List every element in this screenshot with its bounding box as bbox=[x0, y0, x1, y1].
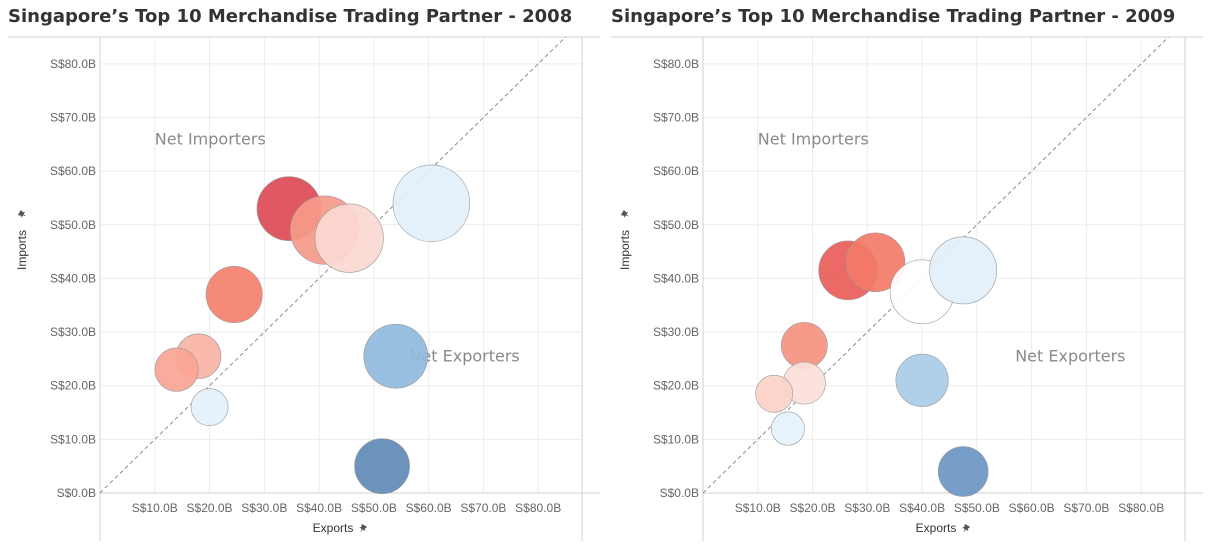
x-tick-label: S$30.0B bbox=[241, 501, 287, 515]
bubble-chart-2008[interactable]: Net Importers Net Exporters S$0.0B S$10.0B S… bbox=[0, 0, 600, 559]
x-tick-label: S$80.0B bbox=[1118, 501, 1164, 515]
y-tick-label: S$20.0B bbox=[653, 379, 699, 393]
bubble-point[interactable] bbox=[755, 374, 794, 413]
bubble-point[interactable] bbox=[205, 266, 263, 323]
bubble-point[interactable] bbox=[154, 347, 199, 392]
x-tick-label: S$70.0B bbox=[1063, 501, 1109, 515]
bubble-point[interactable] bbox=[190, 388, 229, 427]
x-tick-label: S$20.0B bbox=[187, 501, 233, 515]
bubble-point[interactable] bbox=[392, 164, 471, 243]
chart-title-2009: Singapore’s Top 10 Merchandise Trading P… bbox=[611, 6, 1176, 27]
y-tick-label: S$60.0B bbox=[653, 164, 699, 178]
y-tick-label: S$10.0B bbox=[653, 432, 699, 446]
y-tick-label: S$80.0B bbox=[50, 57, 96, 71]
chart-title-2008: Singapore’s Top 10 Merchandise Trading P… bbox=[8, 6, 573, 27]
y-tick-label: S$60.0B bbox=[50, 164, 96, 178]
bubble-point[interactable] bbox=[354, 438, 410, 494]
bubble-point[interactable] bbox=[895, 353, 949, 407]
x-axis-title: Exports bbox=[916, 521, 957, 535]
y-tick-label: S$50.0B bbox=[50, 218, 96, 232]
region-label: Net Exporters bbox=[1015, 347, 1125, 366]
region-label: Net Importers bbox=[155, 129, 266, 148]
y-tick-label: S$10.0B bbox=[50, 432, 96, 446]
pin-icon bbox=[17, 209, 27, 218]
pin-icon bbox=[359, 523, 368, 533]
y-axis-title: Imports bbox=[15, 230, 29, 270]
x-tick-label: S$10.0B bbox=[132, 501, 178, 515]
x-axis-title: Exports bbox=[313, 521, 354, 535]
region-label: Net Importers bbox=[758, 129, 869, 148]
x-tick-label: S$60.0B bbox=[1009, 501, 1055, 515]
bubble-chart-2009[interactable]: Net Importers Net Exporters S$0.0B S$10.0B S… bbox=[603, 0, 1211, 559]
y-tick-label: S$30.0B bbox=[653, 325, 699, 339]
pin-icon bbox=[962, 523, 971, 533]
y-tick-label: S$70.0B bbox=[50, 110, 96, 124]
x-tick-label: S$70.0B bbox=[460, 501, 506, 515]
x-tick-label: S$60.0B bbox=[406, 501, 452, 515]
bubbles bbox=[755, 232, 998, 497]
bubble-point[interactable] bbox=[929, 236, 998, 305]
bubble-point[interactable] bbox=[780, 322, 828, 369]
y-tick-label: S$40.0B bbox=[653, 271, 699, 285]
y-axis-title: Imports bbox=[618, 230, 632, 270]
x-tick-label: S$20.0B bbox=[790, 501, 836, 515]
y-tick-label: S$70.0B bbox=[653, 110, 699, 124]
chart-panel-2008: Singapore’s Top 10 Merchandise Trading P… bbox=[0, 0, 600, 559]
bubble-point[interactable] bbox=[937, 446, 989, 497]
x-tick-label: S$40.0B bbox=[296, 501, 342, 515]
x-tick-label: S$30.0B bbox=[844, 501, 890, 515]
bubble-point[interactable] bbox=[363, 323, 429, 389]
panel-divider bbox=[600, 0, 603, 559]
bubble-point[interactable] bbox=[770, 411, 805, 446]
bubbles bbox=[154, 164, 471, 494]
region-label: Net Exporters bbox=[409, 347, 519, 366]
pin-icon bbox=[620, 209, 630, 218]
x-tick-label: S$50.0B bbox=[954, 501, 1000, 515]
x-tick-label: S$40.0B bbox=[899, 501, 945, 515]
y-tick-label: S$50.0B bbox=[653, 218, 699, 232]
y-tick-label: S$30.0B bbox=[50, 325, 96, 339]
y-tick-label: S$80.0B bbox=[653, 57, 699, 71]
bubble-point[interactable] bbox=[845, 232, 906, 293]
x-tick-label: S$50.0B bbox=[351, 501, 397, 515]
bubble-point[interactable] bbox=[314, 203, 384, 273]
chart-panel-2009: Singapore’s Top 10 Merchandise Trading P… bbox=[603, 0, 1211, 559]
y-tick-label: S$20.0B bbox=[50, 379, 96, 393]
y-tick-label: S$40.0B bbox=[50, 271, 96, 285]
y-tick-label: S$0.0B bbox=[660, 486, 699, 500]
x-tick-label: S$10.0B bbox=[735, 501, 781, 515]
x-tick-label: S$80.0B bbox=[515, 501, 561, 515]
y-tick-label: S$0.0B bbox=[57, 486, 96, 500]
